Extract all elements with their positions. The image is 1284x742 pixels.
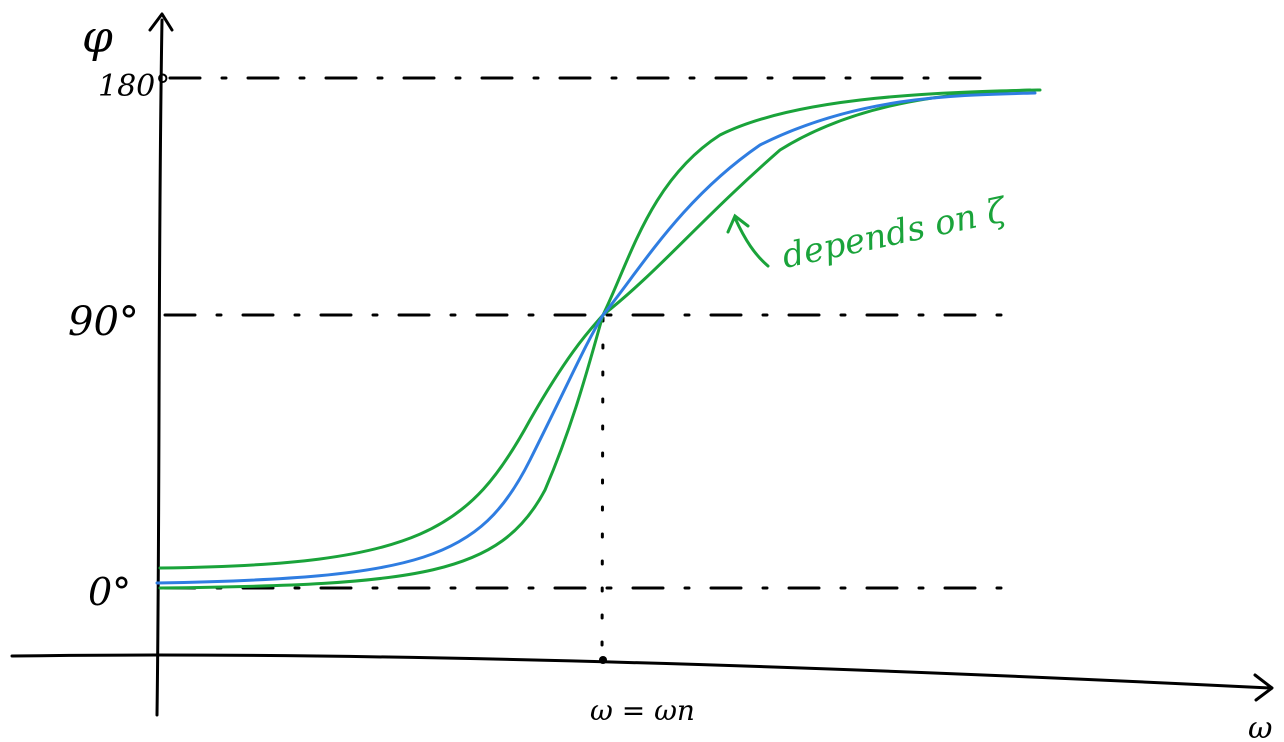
- level-label: 180°: [98, 69, 170, 104]
- phase-curve-low: [158, 88, 1032, 590]
- phase-curve: [155, 91, 1037, 585]
- resonance-point: [599, 656, 607, 664]
- x-axis: [10, 653, 1274, 702]
- x-axis-label: ω: [1248, 711, 1272, 742]
- annotation: depends on ζ: [779, 190, 1012, 277]
- marker-label: ω = ωn: [590, 694, 695, 727]
- annotation-arrow: [726, 213, 770, 268]
- level-label: 90°: [68, 299, 139, 345]
- resonance-line: [600, 316, 605, 662]
- level-label: 0°: [88, 570, 131, 614]
- y-axis: [148, 12, 174, 717]
- y-axis-label: φ: [82, 12, 113, 63]
